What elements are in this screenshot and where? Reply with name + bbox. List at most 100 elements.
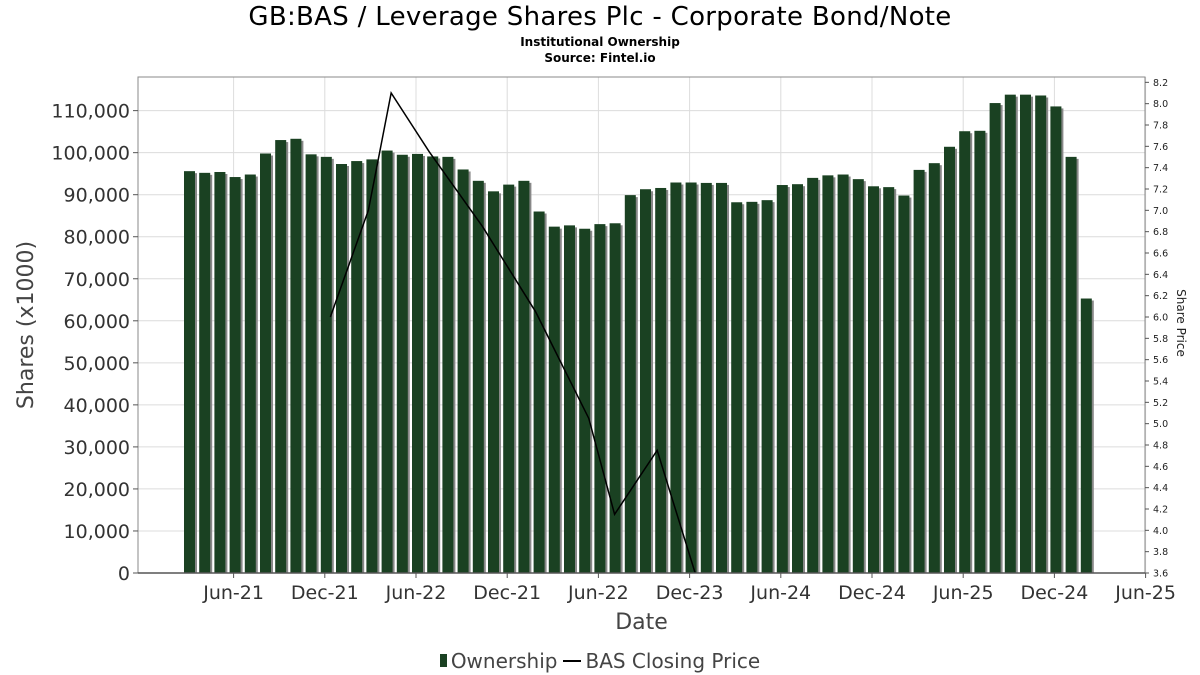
y-tick-label: 30,000 xyxy=(64,437,130,459)
ownership-bar xyxy=(944,146,955,573)
y2-tick-label: 6.4 xyxy=(1153,270,1168,281)
ownership-bar xyxy=(1004,94,1016,573)
y2-tick-label: 3.6 xyxy=(1153,569,1168,580)
y-tick-label: 20,000 xyxy=(64,479,130,501)
ownership-bar xyxy=(594,224,606,573)
x-tick-label: Dec-21 xyxy=(473,582,541,604)
y2-tick-label: 7.2 xyxy=(1153,185,1168,196)
y2-tick-label: 4.8 xyxy=(1153,441,1168,452)
ownership-bar xyxy=(442,156,454,573)
ownership-bar xyxy=(928,163,940,573)
price-line-group xyxy=(329,91,696,574)
ownership-bar xyxy=(472,180,484,573)
y2-tick-label: 7.0 xyxy=(1153,206,1168,217)
ownership-bars xyxy=(184,94,1094,574)
ownership-bar xyxy=(852,179,864,573)
y2-tick-label: 6.2 xyxy=(1153,291,1168,302)
ownership-bar xyxy=(457,169,469,573)
y-tick-label: 60,000 xyxy=(64,311,130,333)
x-tick-label: Dec-23 xyxy=(656,582,724,604)
ownership-bar xyxy=(199,172,211,574)
ownership-bar xyxy=(883,187,895,573)
chart-source: Source: Fintel.io xyxy=(544,51,656,65)
ownership-bar xyxy=(913,169,925,574)
y-tick-label: 100,000 xyxy=(51,143,130,165)
ownership-bar xyxy=(761,200,773,574)
y2-tick-label: 8.0 xyxy=(1153,99,1168,110)
ownership-bar xyxy=(533,211,545,573)
ownership-bar xyxy=(731,202,743,573)
y2-tick-label: 6.0 xyxy=(1153,313,1168,324)
x-tick-label: Dec-24 xyxy=(838,582,906,604)
ownership-bar xyxy=(716,182,727,574)
x-tick-label: Jun-21 xyxy=(202,582,264,604)
ownership-bar xyxy=(366,159,378,573)
ownership-bar xyxy=(700,182,712,574)
y2-tick-label: 7.4 xyxy=(1153,163,1168,174)
y-tick-label: 70,000 xyxy=(64,269,130,291)
y2-tick-label: 6.6 xyxy=(1153,249,1168,260)
ownership-bar xyxy=(898,195,910,574)
ownership-bar xyxy=(670,182,682,574)
ownership-bar xyxy=(1020,94,1031,573)
price-line xyxy=(329,91,696,574)
x-tick-label: Jun-24 xyxy=(749,582,811,604)
ownership-bar xyxy=(351,161,363,573)
ownership-legend-label: Ownership xyxy=(450,648,558,673)
ownership-bar xyxy=(776,185,788,574)
ownership-bar xyxy=(381,150,393,573)
ownership-bar xyxy=(807,177,819,574)
ownership-bar xyxy=(488,191,499,573)
ownership-bar xyxy=(685,182,697,574)
x-axis-label: Date xyxy=(615,610,668,635)
y2-tick-label: 6.8 xyxy=(1153,227,1168,238)
ownership-bar xyxy=(974,130,986,573)
y-tick-label: 90,000 xyxy=(64,185,130,207)
ownership-bar xyxy=(837,174,849,573)
ownership-bar xyxy=(548,226,560,573)
ownership-bar xyxy=(412,153,423,573)
ownership-bar xyxy=(822,175,834,574)
ownership-bar xyxy=(336,164,347,573)
ownership-bar xyxy=(1065,156,1077,573)
y2-tick-label: 7.8 xyxy=(1153,121,1168,132)
ownership-bar xyxy=(275,140,287,573)
chart-title: GB:BAS / Leverage Shares Plc - Corporate… xyxy=(248,2,952,32)
x-tick-label: Jun-22 xyxy=(385,582,447,604)
ownership-bar xyxy=(244,174,256,573)
x-tick-label: Dec-24 xyxy=(1020,582,1088,604)
ownership-bar xyxy=(624,195,636,574)
ownership-bar xyxy=(564,225,575,574)
y2-axis-label: Share Price xyxy=(1174,289,1188,357)
y2-tick-label: 3.8 xyxy=(1153,547,1168,558)
ownership-bar xyxy=(655,187,667,574)
y2-tick-label: 4.0 xyxy=(1153,526,1168,537)
x-tick-label: Jun-22 xyxy=(567,582,629,604)
ownership-bar xyxy=(989,103,1001,573)
y2-tick-label: 4.6 xyxy=(1153,462,1168,473)
y2-tick-label: 7.6 xyxy=(1153,142,1168,153)
ownership-bar xyxy=(503,184,515,573)
ownership-bar xyxy=(305,154,317,573)
ownership-bar xyxy=(396,154,408,574)
ownership-legend-swatch xyxy=(439,654,447,667)
y2-tick-label: 5.6 xyxy=(1153,355,1168,366)
ownership-bar xyxy=(609,223,621,574)
ownership-bar xyxy=(792,184,803,573)
ownership-bar xyxy=(260,153,271,573)
y-axis-label: Shares (x1000) xyxy=(14,241,39,409)
ownership-bar xyxy=(427,156,439,573)
ownership-bar xyxy=(290,138,302,573)
y-tick-label: 0 xyxy=(118,563,130,585)
ownership-bar xyxy=(579,228,591,573)
y2-tick-label: 5.2 xyxy=(1153,398,1168,409)
x-tick-label: Jun-25 xyxy=(932,582,994,604)
y-tick-label: 10,000 xyxy=(64,521,130,543)
x-tick-label: Jun-25 xyxy=(1114,582,1176,604)
y2-tick-label: 5.4 xyxy=(1153,377,1168,388)
y-tick-label: 80,000 xyxy=(64,227,130,249)
price-legend-swatch xyxy=(563,659,582,662)
ownership-bar xyxy=(184,171,195,573)
ownership-bar xyxy=(320,156,332,573)
